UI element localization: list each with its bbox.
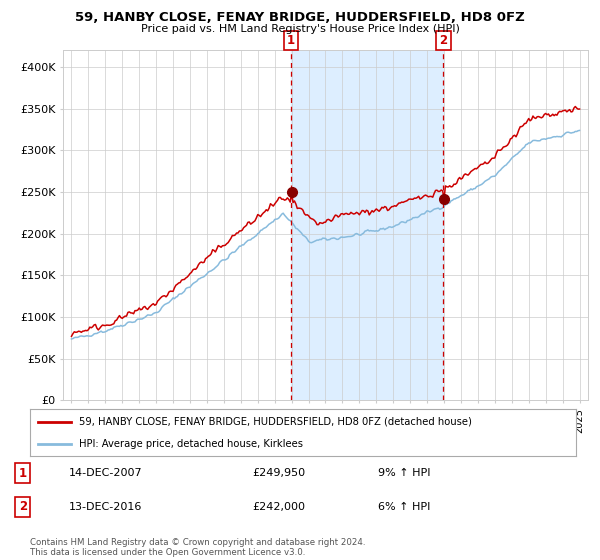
Text: 1: 1 xyxy=(19,466,27,480)
Text: 2: 2 xyxy=(19,500,27,514)
Text: 59, HANBY CLOSE, FENAY BRIDGE, HUDDERSFIELD, HD8 0FZ: 59, HANBY CLOSE, FENAY BRIDGE, HUDDERSFI… xyxy=(75,11,525,24)
Text: Price paid vs. HM Land Registry's House Price Index (HPI): Price paid vs. HM Land Registry's House … xyxy=(140,24,460,34)
Text: 13-DEC-2016: 13-DEC-2016 xyxy=(69,502,142,512)
Text: £249,950: £249,950 xyxy=(252,468,305,478)
Text: Contains HM Land Registry data © Crown copyright and database right 2024.
This d: Contains HM Land Registry data © Crown c… xyxy=(30,538,365,557)
Text: 59, HANBY CLOSE, FENAY BRIDGE, HUDDERSFIELD, HD8 0FZ (detached house): 59, HANBY CLOSE, FENAY BRIDGE, HUDDERSFI… xyxy=(79,417,472,427)
Text: £242,000: £242,000 xyxy=(252,502,305,512)
Text: 2: 2 xyxy=(439,34,448,47)
Bar xyxy=(291,50,443,400)
Text: 14-DEC-2007: 14-DEC-2007 xyxy=(69,468,143,478)
Text: HPI: Average price, detached house, Kirklees: HPI: Average price, detached house, Kirk… xyxy=(79,438,303,449)
Text: 1: 1 xyxy=(287,34,295,47)
Text: 6% ↑ HPI: 6% ↑ HPI xyxy=(378,502,430,512)
Text: 9% ↑ HPI: 9% ↑ HPI xyxy=(378,468,431,478)
